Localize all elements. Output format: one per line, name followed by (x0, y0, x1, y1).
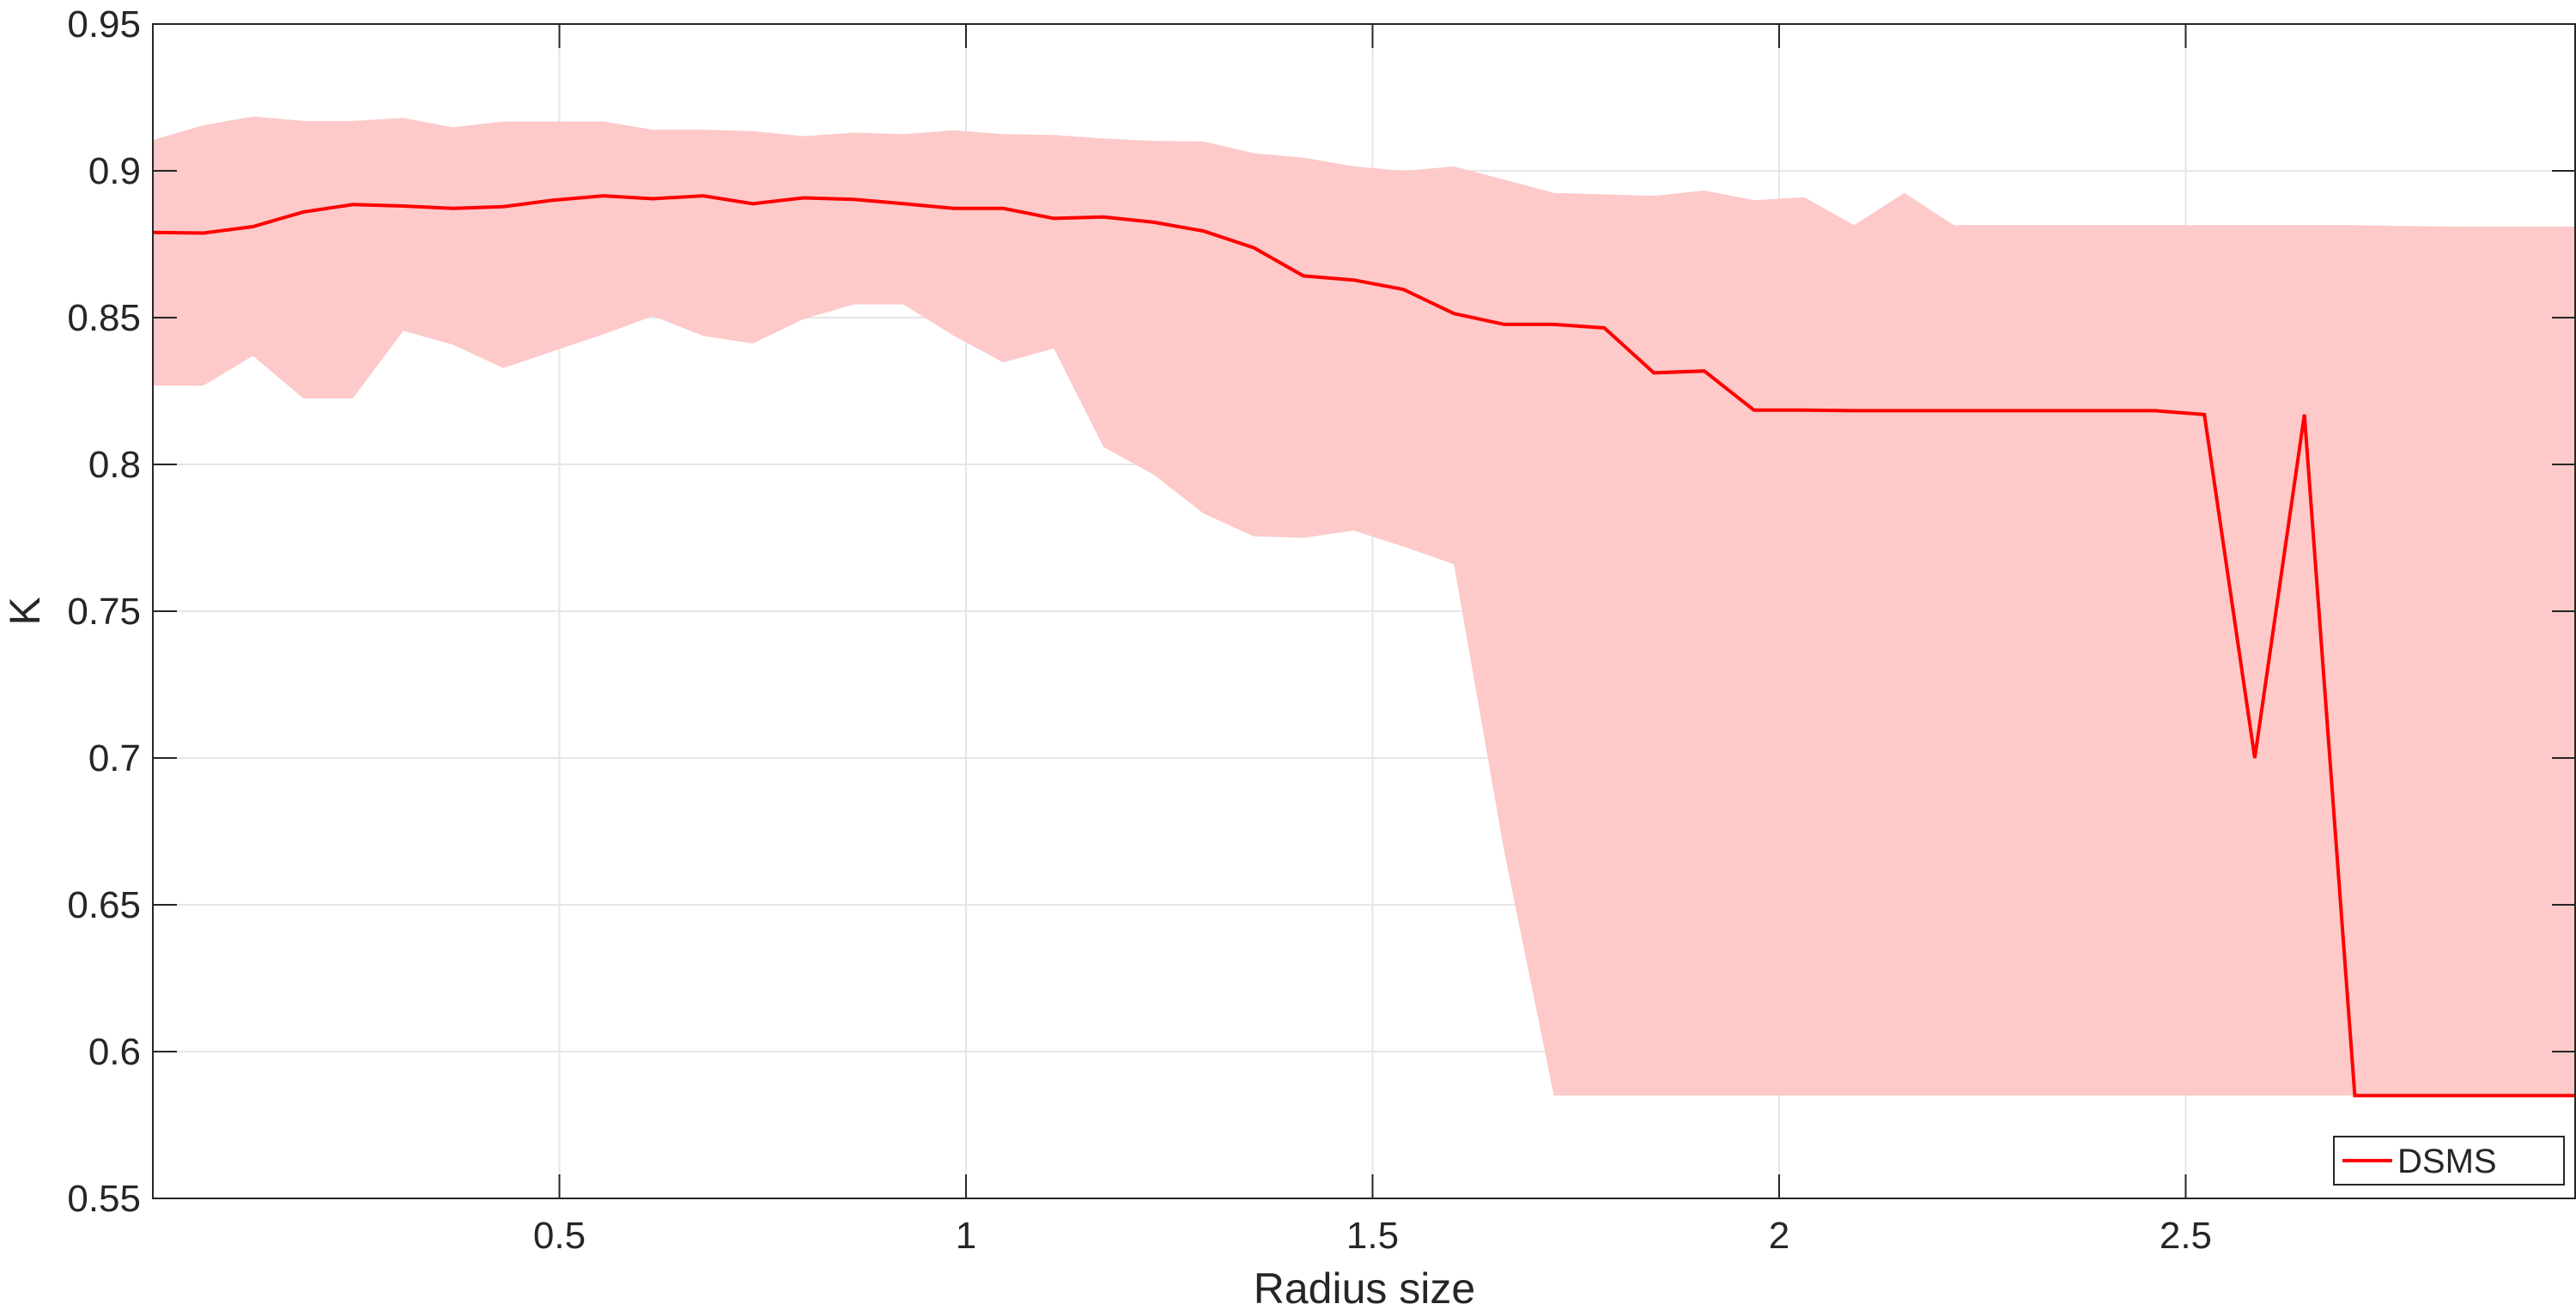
x-tick-labels: 0.5 1 1.5 2 2.5 (533, 1215, 2212, 1257)
x-tick-label: 2 (1769, 1215, 1789, 1257)
y-tick-labels: 0.55 0.6 0.65 0.7 0.75 0.8 0.85 0.9 0.95 (67, 3, 141, 1220)
y-tick-label: 0.65 (67, 884, 141, 926)
x-tick-label: 1 (956, 1215, 976, 1257)
y-tick-label: 0.6 (88, 1031, 141, 1073)
dsms-series-line (152, 194, 2576, 1098)
y-tick-label: 0.9 (88, 150, 141, 192)
x-axis-label: Radius size (1254, 1264, 1475, 1313)
y-tick-label: 0.8 (88, 444, 141, 486)
y-tick-label: 0.7 (88, 737, 141, 779)
legend-label-dsms: DSMS (2397, 1143, 2497, 1180)
y-axis-label: K (1, 597, 49, 625)
x-tick-label: 0.5 (533, 1215, 586, 1257)
y-tick-label: 0.75 (67, 591, 141, 633)
x-tick-label: 2.5 (2160, 1215, 2212, 1257)
y-tick-label: 0.95 (67, 3, 141, 45)
y-tick-label: 0.85 (67, 297, 141, 339)
axis-ticks (153, 23, 2576, 1199)
dsms-confidence-band (153, 116, 2576, 1096)
legend: DSMS (2333, 1136, 2565, 1186)
y-tick-label: 0.55 (67, 1178, 141, 1220)
x-tick-label: 1.5 (1346, 1215, 1399, 1257)
